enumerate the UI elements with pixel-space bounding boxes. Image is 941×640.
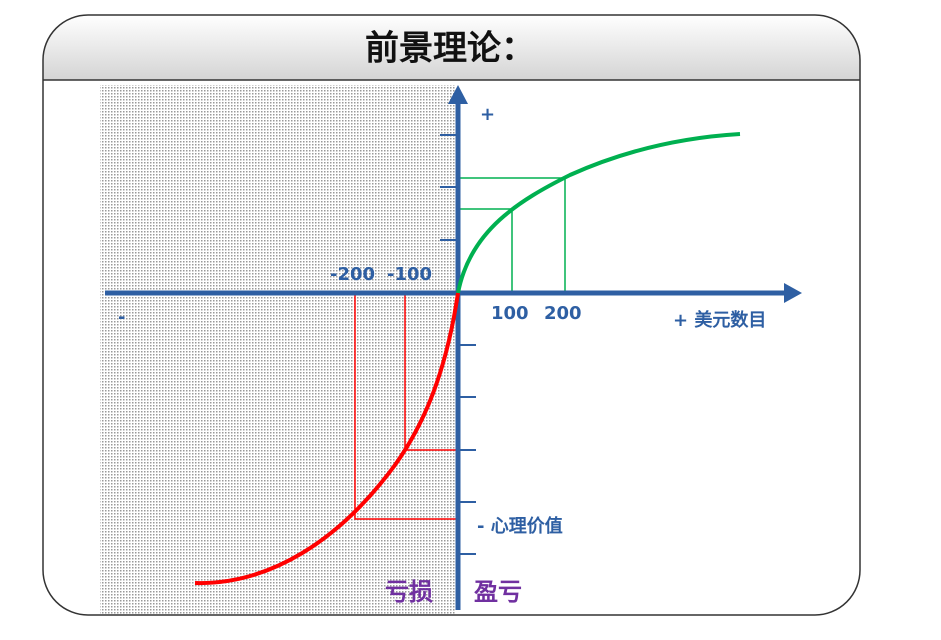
loss-curve [194, 292, 460, 586]
x-label: 200 [544, 303, 582, 324]
header-band [43, 15, 860, 80]
y-axis-title: - 心理价值 [477, 515, 563, 537]
x-minus: - [118, 307, 125, 328]
x-label: 100 [491, 303, 529, 324]
gain-curve [456, 132, 741, 294]
y-ticks [440, 134, 476, 555]
x-axis-title: + 美元数目 [673, 309, 766, 331]
y-plus: + [480, 104, 495, 125]
x-label: -200 [330, 264, 375, 285]
loss-label: 亏损 [385, 578, 433, 606]
gain-label: 盈亏 [473, 578, 522, 606]
title: 前景理论： [365, 29, 535, 69]
loss-region [100, 85, 455, 615]
panel [43, 15, 860, 615]
x-label: -100 [387, 264, 432, 285]
